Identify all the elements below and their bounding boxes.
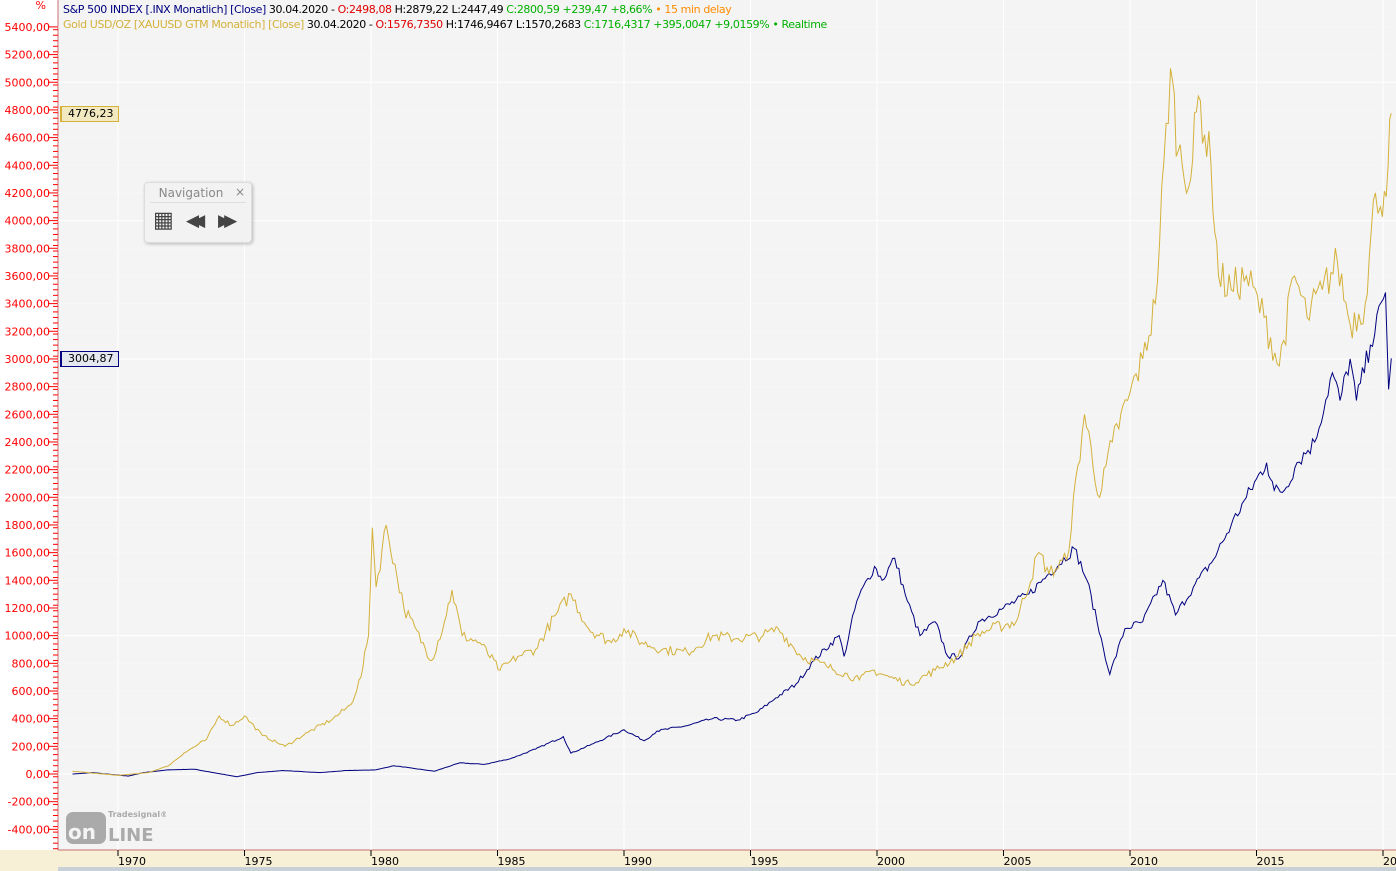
x-tick-label: 1970 bbox=[118, 855, 146, 868]
gold-last-price-tag: 4776,23 bbox=[60, 106, 119, 122]
y-tick-label: 4400,00 bbox=[5, 159, 51, 172]
legend-sp500-date: 30.04.2020 - bbox=[268, 3, 335, 16]
divider bbox=[150, 202, 246, 203]
y-tick-label: 2800,00 bbox=[5, 381, 51, 394]
y-tick-label: 2200,00 bbox=[5, 464, 51, 477]
x-tick-label: 1985 bbox=[498, 855, 526, 868]
y-tick-label: 5400,00 bbox=[5, 21, 51, 34]
legend-sp500-high: H:2879,22 bbox=[394, 3, 449, 16]
legend-sp500-change: +239,47 bbox=[562, 3, 608, 16]
y-tick-label: 5200,00 bbox=[5, 49, 51, 62]
y-tick-label: 0,00 bbox=[26, 768, 51, 781]
y-tick-label: 1000,00 bbox=[5, 630, 51, 643]
gold-series-line bbox=[72, 68, 1392, 776]
legend-gold-open: O:1576,7350 bbox=[375, 18, 444, 31]
y-tick-label: -400,00 bbox=[8, 823, 50, 836]
y-tick-label: 3400,00 bbox=[5, 298, 51, 311]
grid-icon[interactable]: ▦ bbox=[153, 208, 174, 233]
x-tick-label: 2005 bbox=[1004, 855, 1032, 868]
legend-gold-date: 30.04.2020 - bbox=[306, 18, 373, 31]
legend-gold-change: +395,0047 bbox=[653, 18, 712, 31]
x-tick-label: 2015 bbox=[1257, 855, 1285, 868]
navigation-title: Navigation bbox=[158, 186, 224, 200]
x-tick-label: 1990 bbox=[624, 855, 652, 868]
legend-gold-status: • Realtime bbox=[772, 18, 827, 31]
fast-forward-icon[interactable]: ▶▶ bbox=[218, 211, 237, 231]
legend-gold[interactable]: Gold USD/OZ [XAUUSD GTM Monatlich] [Clos… bbox=[63, 18, 830, 31]
svg-text:LINE: LINE bbox=[108, 825, 154, 846]
sp500-last-price-tag: 3004,87 bbox=[60, 351, 119, 367]
y-tick-label: 1600,00 bbox=[5, 547, 51, 560]
y-tick-label: 400,00 bbox=[12, 713, 51, 726]
legend-sp500[interactable]: S&P 500 INDEX [.INX Monatlich] [Close] 30… bbox=[63, 3, 734, 16]
svg-text:on: on bbox=[68, 820, 96, 844]
legend-gold-high: H:1746,9467 bbox=[445, 18, 513, 31]
y-tick-label: 4200,00 bbox=[5, 187, 51, 200]
y-tick-label: 1400,00 bbox=[5, 574, 51, 587]
x-tick-label: 2020 bbox=[1383, 855, 1396, 868]
legend-sp500-pct: +8,66% bbox=[610, 3, 653, 16]
y-tick-label: 600,00 bbox=[12, 685, 51, 698]
y-tick-label: 4800,00 bbox=[5, 104, 51, 117]
legend-sp500-low: L:2447,49 bbox=[451, 3, 504, 16]
y-tick-label: 800,00 bbox=[12, 657, 51, 670]
y-tick-label: 3800,00 bbox=[5, 242, 51, 255]
y-tick-label: 4600,00 bbox=[5, 132, 51, 145]
navigation-panel: Navigation × ▦ ◀◀ ▶▶ bbox=[144, 182, 252, 243]
y-tick-label: 4000,00 bbox=[5, 215, 51, 228]
y-tick-label: 3200,00 bbox=[5, 325, 51, 338]
close-icon[interactable]: × bbox=[234, 185, 245, 199]
legend-sp500-status: • 15 min delay bbox=[655, 3, 732, 16]
sp500-series-line bbox=[72, 292, 1392, 778]
chart-plot-area[interactable] bbox=[58, 0, 1396, 850]
y-tick-label: 3000,00 bbox=[5, 353, 51, 366]
tradesignal-online-logo: Tradesignal® on LINE bbox=[66, 808, 168, 850]
legend-sp500-name: S&P 500 INDEX [.INX Monatlich] [Close] bbox=[63, 3, 266, 16]
y-tick-label: 2000,00 bbox=[5, 491, 51, 504]
rewind-icon[interactable]: ◀◀ bbox=[186, 211, 205, 231]
y-tick-label: 200,00 bbox=[12, 740, 51, 753]
legend-gold-close: C:1716,4317 bbox=[583, 18, 651, 31]
legend-gold-name: Gold USD/OZ [XAUUSD GTM Monatlich] [Clos… bbox=[63, 18, 304, 31]
legend-gold-pct: +9,0159% bbox=[714, 18, 770, 31]
y-axis-label: % bbox=[36, 0, 46, 12]
x-tick-label: 1995 bbox=[751, 855, 779, 868]
x-tick-label: 1975 bbox=[245, 855, 273, 868]
x-axis-band bbox=[0, 850, 1396, 871]
legend-sp500-open: O:2498,08 bbox=[337, 3, 392, 16]
y-tick-label: 2600,00 bbox=[5, 408, 51, 421]
x-tick-label: 2010 bbox=[1130, 855, 1158, 868]
svg-text:Tradesignal®: Tradesignal® bbox=[108, 810, 166, 819]
y-tick-label: 5000,00 bbox=[5, 76, 51, 89]
horizontal-scrollbar[interactable] bbox=[58, 867, 1396, 871]
x-tick-label: 1980 bbox=[371, 855, 399, 868]
y-tick-label: 3600,00 bbox=[5, 270, 51, 283]
y-tick-label: -200,00 bbox=[8, 796, 50, 809]
y-tick-label: 2400,00 bbox=[5, 436, 51, 449]
y-tick-label: 1200,00 bbox=[5, 602, 51, 615]
legend-sp500-close: C:2800,59 bbox=[506, 3, 560, 16]
legend-gold-low: L:1570,2683 bbox=[515, 18, 581, 31]
y-tick-label: 1800,00 bbox=[5, 519, 51, 532]
x-tick-label: 2000 bbox=[877, 855, 905, 868]
